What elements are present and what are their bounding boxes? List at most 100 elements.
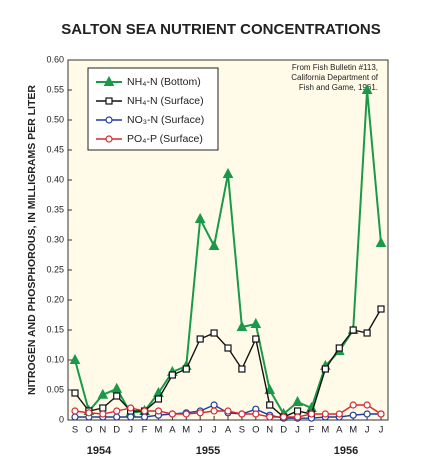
- x-tick-label: J: [128, 425, 133, 436]
- legend-label: PO₄-P (Surface): [127, 133, 203, 145]
- data-point: [168, 410, 176, 418]
- data-point: [71, 407, 79, 415]
- data-point: [154, 395, 163, 403]
- data-point: [238, 410, 246, 418]
- y-tick-label: 0.35: [46, 204, 64, 214]
- y-tick-label: 0.50: [46, 114, 64, 124]
- data-point: [140, 413, 149, 421]
- data-point: [307, 410, 316, 418]
- data-point: [252, 335, 260, 343]
- data-point: [363, 410, 371, 418]
- y-tick-label: 0.45: [46, 144, 64, 154]
- data-point: [266, 413, 274, 421]
- data-point: [335, 344, 343, 352]
- data-point: [335, 410, 343, 418]
- y-tick-label: 0.30: [46, 234, 64, 244]
- legend-marker: [105, 135, 113, 143]
- data-point: [113, 413, 121, 421]
- x-tick-label: N: [266, 425, 273, 436]
- x-tick-label: M: [321, 425, 329, 436]
- data-point: [375, 236, 387, 247]
- data-point: [349, 401, 357, 409]
- data-point: [127, 404, 135, 412]
- data-point: [293, 413, 302, 421]
- data-point: [210, 401, 218, 409]
- data-point: [321, 365, 329, 373]
- data-point: [222, 167, 234, 178]
- y-tick-label: 0.55: [46, 84, 64, 94]
- data-point: [224, 407, 232, 415]
- data-point: [154, 407, 163, 415]
- legend-label: NO₃-N (Surface): [127, 114, 204, 126]
- data-point: [377, 305, 385, 313]
- year-label: 1954: [87, 445, 112, 457]
- data-point: [97, 388, 109, 399]
- data-point: [196, 409, 204, 417]
- y-tick-label: 0.10: [46, 354, 64, 364]
- y-tick-label: 0.40: [46, 174, 64, 184]
- data-point: [349, 411, 357, 419]
- data-point: [113, 407, 121, 415]
- data-point: [210, 329, 218, 337]
- data-point: [71, 413, 79, 421]
- x-tick-label: J: [198, 425, 203, 436]
- x-tick-label: N: [99, 425, 106, 436]
- x-tick-label: F: [309, 425, 315, 436]
- year-label: 1955: [196, 445, 220, 457]
- x-tick-label: J: [379, 425, 384, 436]
- data-point: [182, 365, 190, 373]
- data-point: [321, 410, 329, 418]
- data-point: [194, 212, 206, 223]
- x-tick-label: O: [252, 425, 259, 436]
- data-point: [238, 365, 246, 373]
- data-point: [250, 317, 262, 328]
- data-point: [111, 382, 123, 393]
- data-point: [127, 413, 135, 421]
- x-tick-label: D: [113, 425, 120, 436]
- legend-marker: [105, 97, 113, 105]
- data-point: [210, 407, 218, 415]
- x-tick-label: J: [365, 425, 370, 436]
- annotation: From Fish Bulletin #113,: [292, 63, 378, 72]
- data-point: [361, 83, 373, 94]
- x-tick-label: F: [142, 425, 148, 436]
- data-point: [236, 320, 248, 331]
- x-tick-label: M: [182, 425, 190, 436]
- legend-marker: [103, 75, 115, 86]
- x-tick-label: D: [280, 425, 287, 436]
- data-point: [224, 344, 232, 352]
- y-axis-label: NITROGEN AND PHOSPHOROUS, IN MILLIGRAMS …: [26, 85, 38, 395]
- legend-label: NH₄-N (Surface): [127, 95, 204, 107]
- data-point: [377, 410, 385, 418]
- data-point: [266, 401, 274, 409]
- data-point: [252, 410, 260, 418]
- y-tick-label: 0.25: [46, 264, 64, 274]
- data-point: [168, 371, 176, 379]
- x-tick-label: A: [169, 425, 176, 436]
- x-tick-label: S: [239, 425, 245, 436]
- x-tick-label: M: [349, 425, 357, 436]
- x-tick-label: J: [295, 425, 300, 436]
- data-point: [85, 409, 93, 417]
- x-tick-label: J: [212, 425, 217, 436]
- y-tick-label: 0.05: [46, 384, 64, 394]
- y-tick-label: 0.20: [46, 294, 64, 304]
- y-tick-label: 0.15: [46, 324, 64, 334]
- x-tick-label: A: [225, 425, 232, 436]
- data-point: [99, 404, 107, 412]
- y-tick-label: 0: [59, 414, 64, 424]
- x-tick-label: A: [336, 425, 343, 436]
- x-tick-label: O: [85, 425, 92, 436]
- data-point: [99, 410, 107, 418]
- data-point: [208, 239, 220, 250]
- legend-marker: [105, 116, 113, 124]
- data-point: [182, 410, 190, 418]
- y-tick-label: 0.60: [46, 54, 64, 64]
- data-point: [69, 353, 81, 364]
- data-point: [349, 326, 357, 334]
- data-point: [280, 413, 288, 421]
- annotation: California Department of: [291, 73, 378, 82]
- data-point: [293, 407, 302, 415]
- legend-label: NH₄-N (Bottom): [127, 76, 201, 88]
- x-tick-label: S: [72, 425, 78, 436]
